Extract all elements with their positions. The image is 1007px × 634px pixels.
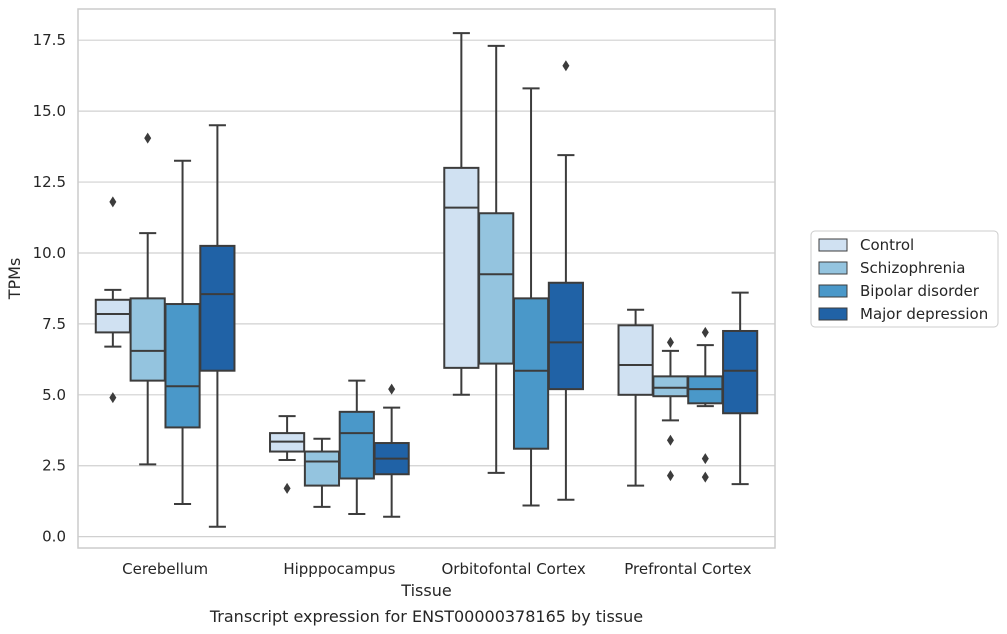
x-tick-label: Prefrontal Cortex [624,560,751,578]
y-tick-labels: 0.0 2.5 5.0 7.5 10.0 12.5 15.0 17.5 [33,31,66,545]
box-major-depression [547,60,584,501]
y-tick-label: 0.0 [42,528,66,546]
outlier-point [283,482,291,494]
box-major-depression [199,124,236,528]
box-bipolar-disorder [164,159,201,506]
y-tick-label: 2.5 [42,457,66,475]
box-iqr [338,410,375,480]
box-iqr [722,329,759,415]
legend-swatch [818,238,848,252]
box-major-depression [722,291,759,486]
outlier-point [144,132,152,144]
box-bipolar-disorder [338,379,375,515]
outlier-point [666,470,674,482]
outlier-point [666,336,674,348]
outlier-point [109,392,117,404]
box-iqr [164,303,201,429]
legend-label: Control [860,236,914,254]
box-iqr [512,297,550,450]
outlier-point [701,326,709,338]
box-control [443,32,480,396]
outlier-point [109,196,117,208]
outlier-point [701,453,709,465]
box-iqr [443,166,480,369]
legend-swatch [818,261,848,275]
x-axis-label: Tissue [400,581,451,600]
legend-frame [810,230,999,328]
box-schizophrenia [129,132,166,466]
box-iqr [478,212,515,365]
box-schizophrenia [303,437,341,508]
plot-frame [77,8,776,549]
y-tick-label: 5.0 [42,386,66,404]
y-axis-label: TPMs [5,258,24,301]
y-tick-label: 12.5 [33,173,66,191]
x-tick-label: Hipppocampus [283,560,395,578]
box-iqr [547,281,584,391]
outlier-point [388,383,396,395]
legend: Control Schizophrenia Bipolar disorder Majo… [810,230,999,328]
box-control [617,308,654,487]
box-iqr [199,244,236,372]
chart-caption: Transcript expression for ENST0000037816… [209,607,643,626]
legend-label: Schizophrenia [860,259,965,277]
y-tick-label: 10.0 [33,244,66,262]
box-iqr [129,297,166,382]
outlier-point [701,471,709,483]
x-tick-label: Orbitofontal Cortex [442,560,586,578]
legend-label: Bipolar disorder [860,282,980,300]
box-bipolar-disorder [512,87,550,507]
box-iqr [303,450,341,487]
x-tick-labels: Cerebellum Hipppocampus Orbitofontal Corte… [122,560,751,578]
box-schizophrenia [478,44,515,474]
y-tick-label: 15.0 [33,102,66,120]
outlier-point [562,60,570,72]
legend-label: Major depression [860,305,988,323]
box-schizophrenia [652,336,689,482]
outlier-point [666,434,674,446]
box-plots [94,32,759,528]
box-major-depression [373,383,410,518]
box-control [269,415,306,494]
legend-swatch [818,307,848,321]
box-control [94,196,131,404]
y-tick-label: 7.5 [42,315,66,333]
box-iqr [94,298,131,334]
box-iqr [652,375,689,398]
box-bipolar-disorder [687,326,724,483]
y-tick-label: 17.5 [33,31,66,49]
box-iqr [617,324,654,396]
x-tick-label: Cerebellum [122,560,208,578]
legend-swatch [818,284,848,298]
